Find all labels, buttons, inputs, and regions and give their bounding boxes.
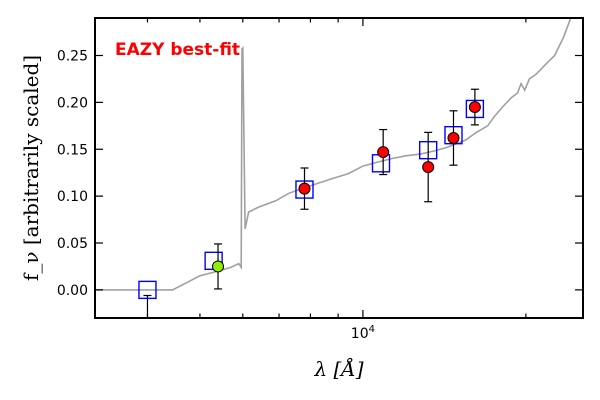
data-point (212, 260, 225, 273)
data-point (298, 182, 311, 195)
data-point (447, 132, 460, 144)
x-tick-exponent: 4 (369, 324, 375, 335)
plot-area (95, 18, 572, 318)
x-tick-label: 104 (351, 324, 375, 342)
data-point (468, 101, 481, 114)
plot-content (95, 18, 572, 318)
y-axis-label: f_ν [arbitrarily scaled] (19, 55, 43, 281)
model-square-marker (138, 280, 157, 300)
y-axis: 0.00 0.05 0.10 0.15 0.20 0.25 (57, 49, 583, 299)
y-tick-label: 0.05 (57, 236, 88, 252)
data-point (422, 161, 435, 174)
data-point (377, 146, 390, 159)
plot-frame (94, 17, 584, 319)
annotation-label: EAZY best-fit (115, 40, 240, 60)
y-tick-label: 0.00 (57, 283, 88, 299)
y-tick-label: 0.15 (57, 142, 88, 158)
sed-template-line (95, 18, 572, 291)
x-axis: 104 (146, 18, 527, 342)
y-tick-label: 0.25 (57, 49, 88, 65)
x-axis-label: λ [Å] (313, 356, 363, 381)
y-tick-label: 0.10 (57, 189, 88, 205)
y-tick-label: 0.20 (57, 95, 88, 111)
